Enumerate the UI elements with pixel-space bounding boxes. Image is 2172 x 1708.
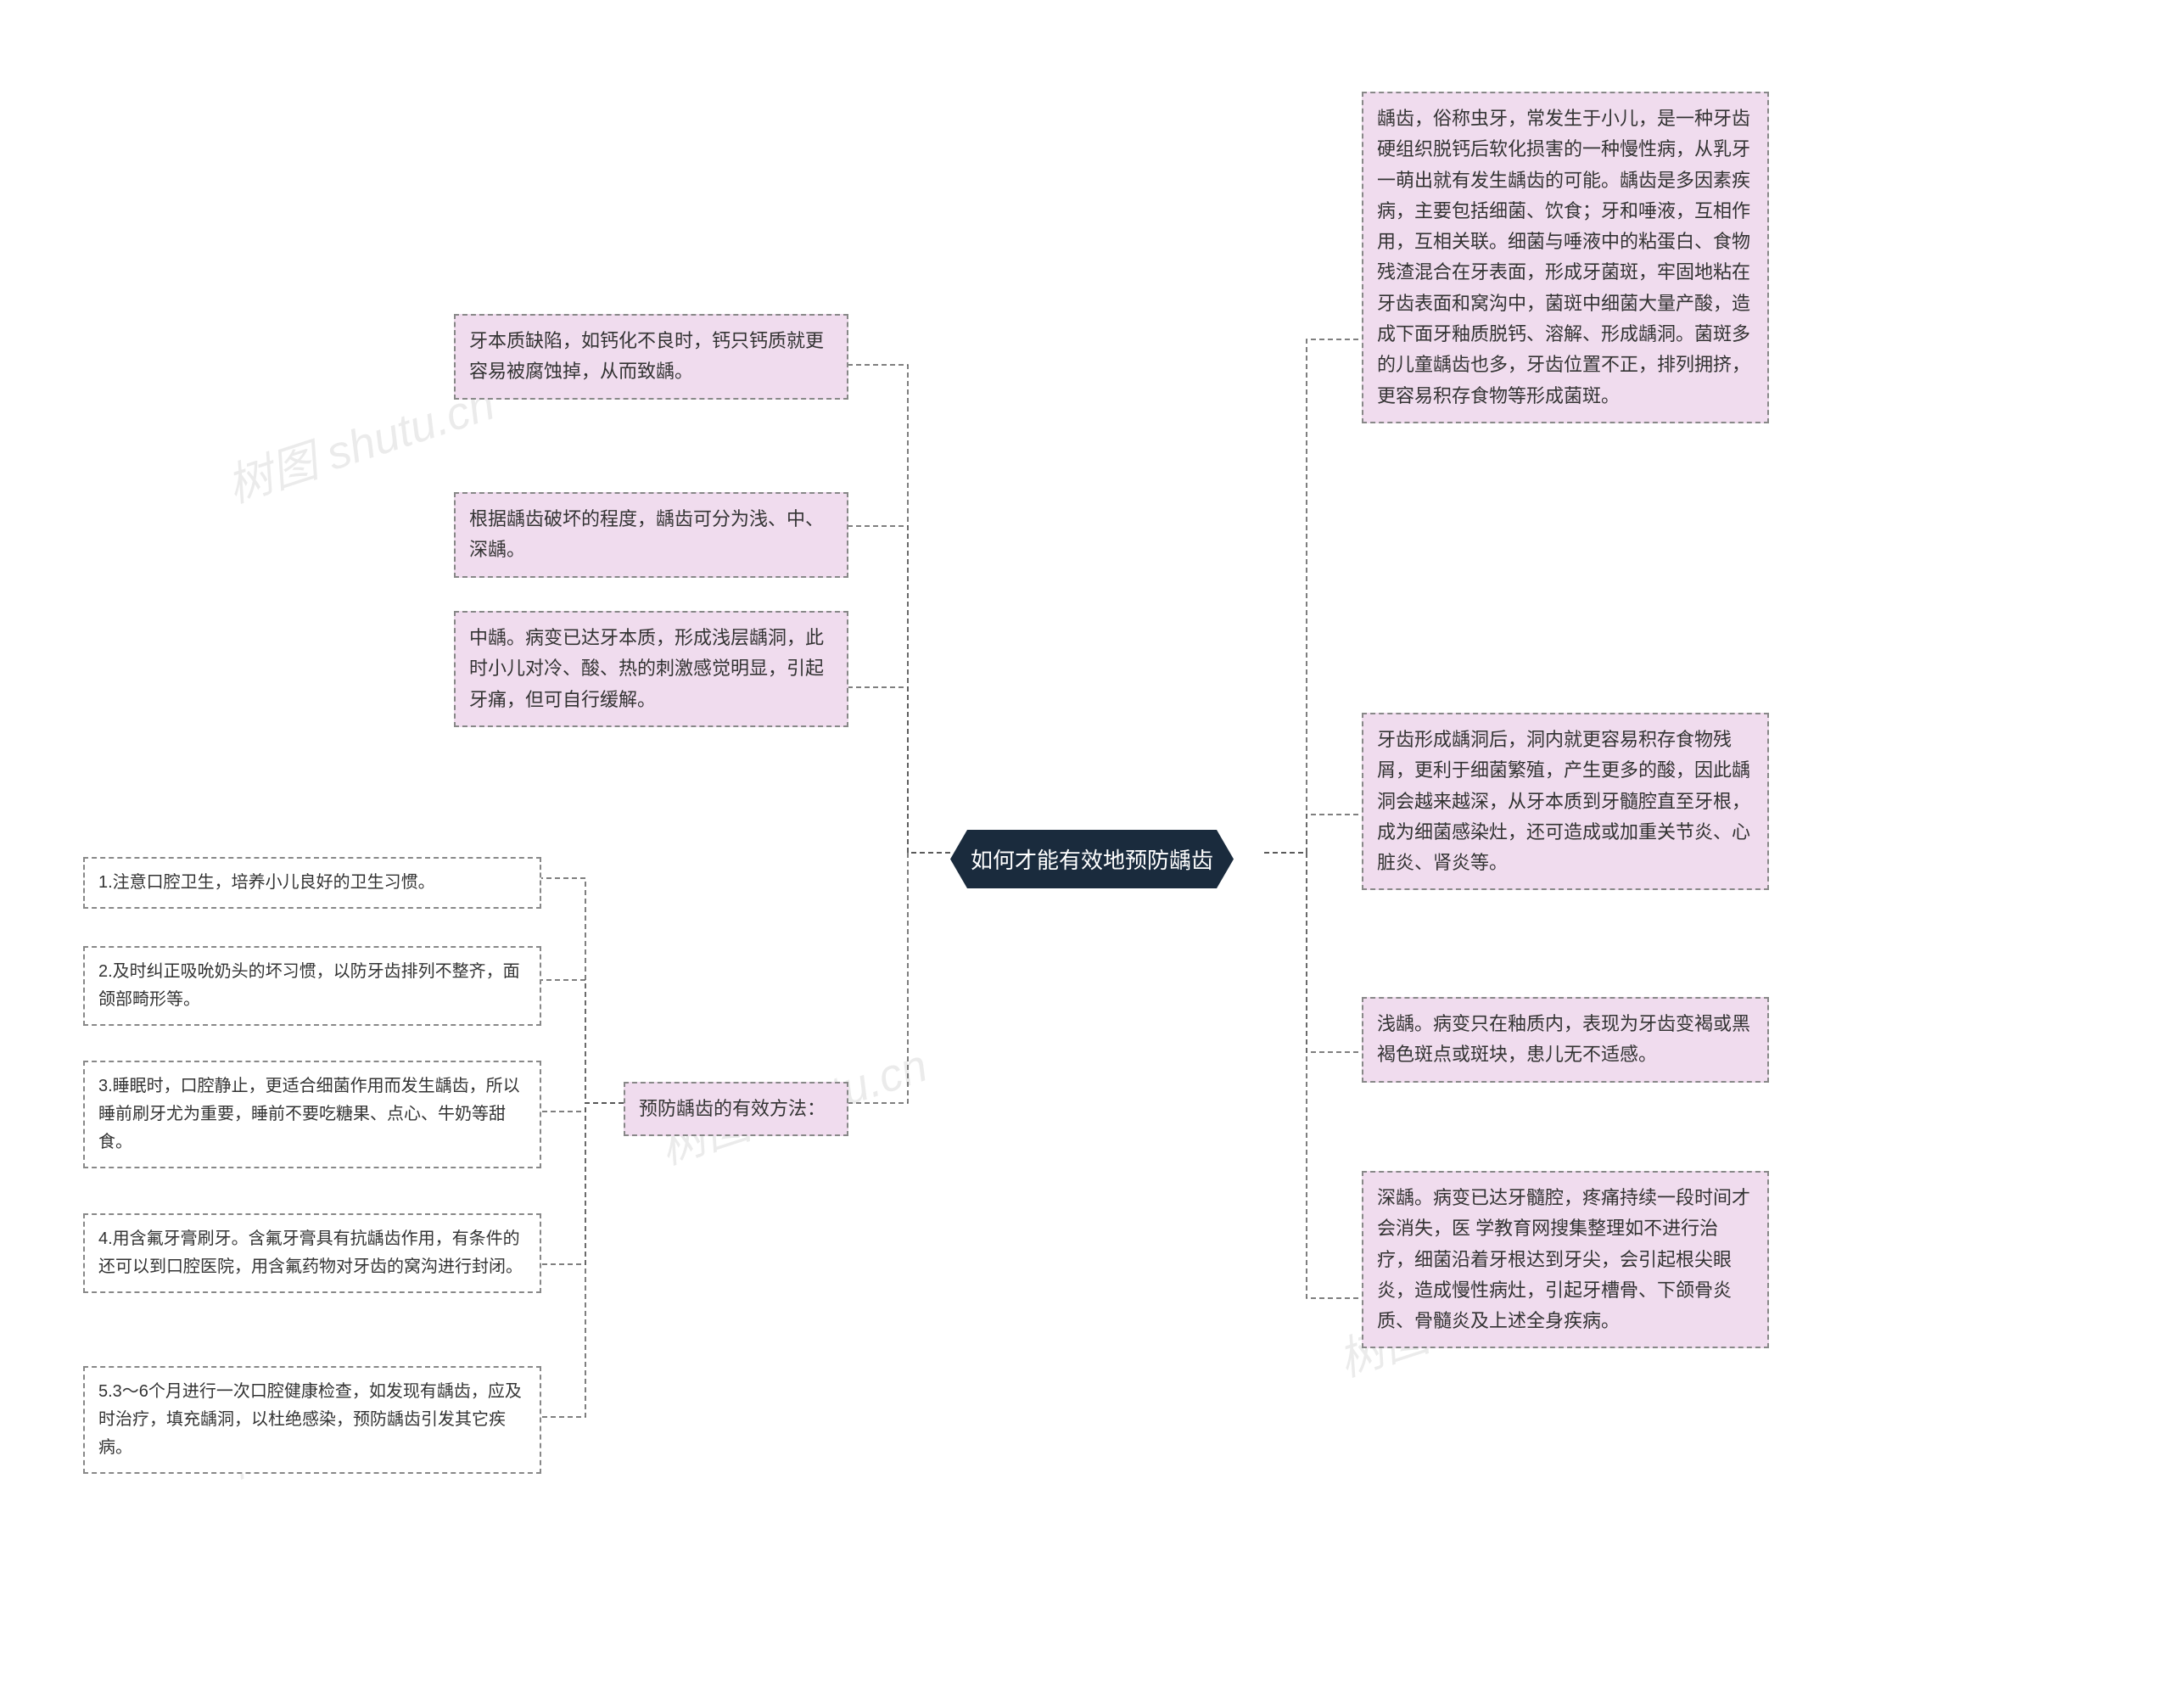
right-node-2: 牙齿形成龋洞后，洞内就更容易积存食物残屑，更利于细菌繁殖，产生更多的酸，因此龋洞… (1362, 713, 1769, 890)
right-node-1: 龋齿，俗称虫牙，常发生于小儿，是一种牙齿硬组织脱钙后软化损害的一种慢性病，从乳牙… (1362, 92, 1769, 423)
prevention-item-4: 4.用含氟牙膏刷牙。含氟牙膏具有抗龋齿作用，有条件的还可以到口腔医院，用含氟药物… (83, 1213, 541, 1293)
center-node: 如何才能有效地预防龋齿 (950, 830, 1234, 888)
prevention-item-2: 2.及时纠正吸吮奶头的坏习惯，以防牙齿排列不整齐，面颌部畸形等。 (83, 946, 541, 1026)
left-node-1: 牙本质缺陷，如钙化不良时，钙只钙质就更容易被腐蚀掉，从而致龋。 (454, 314, 848, 400)
left-node-3: 中龋。病变已达牙本质，形成浅层龋洞，此时小儿对冷、酸、热的刺激感觉明显，引起牙痛… (454, 611, 848, 727)
prevention-item-1: 1.注意口腔卫生，培养小儿良好的卫生习惯。 (83, 857, 541, 909)
prevention-hub: 预防龋齿的有效方法： (624, 1082, 848, 1136)
prevention-item-3: 3.睡眠时，口腔静止，更适合细菌作用而发生龋齿，所以睡前刷牙尤为重要，睡前不要吃… (83, 1061, 541, 1168)
right-node-4: 深龋。病变已达牙髓腔，疼痛持续一段时间才会消失，医 学教育网搜集整理如不进行治疗… (1362, 1171, 1769, 1348)
left-node-2: 根据龋齿破坏的程度，龋齿可分为浅、中、深龋。 (454, 492, 848, 578)
right-node-3: 浅龋。病变只在釉质内，表现为牙齿变褐或黑褐色斑点或斑块，患儿无不适感。 (1362, 997, 1769, 1083)
prevention-item-5: 5.3～6个月进行一次口腔健康检查，如发现有龋齿，应及时治疗，填充龋洞，以杜绝感… (83, 1366, 541, 1474)
